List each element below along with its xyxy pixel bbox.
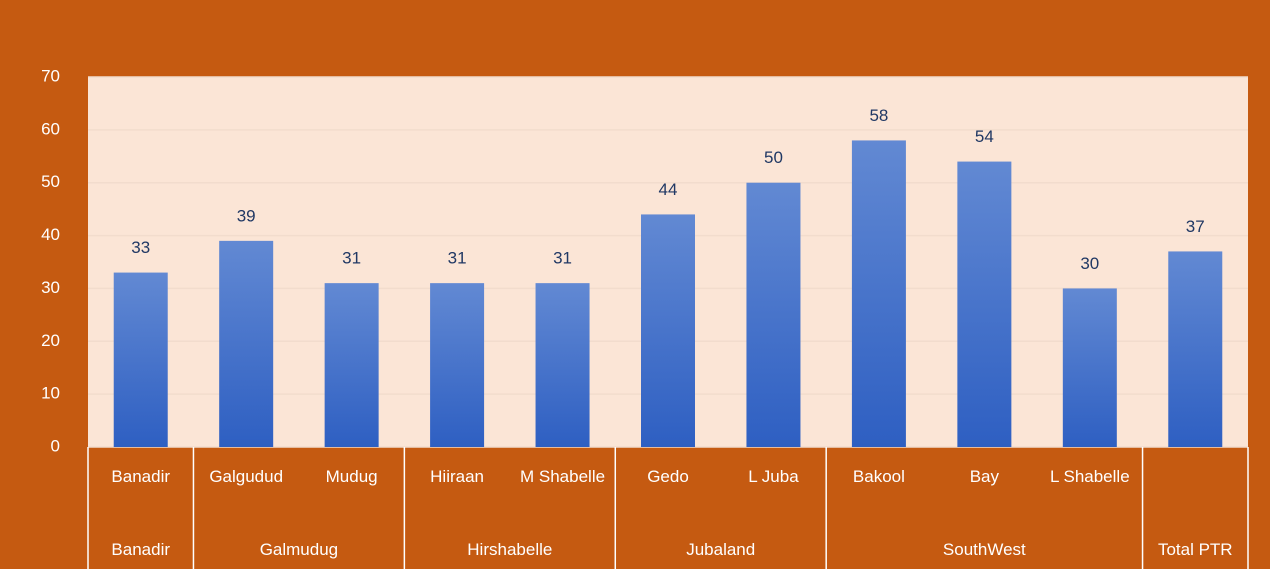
x-tick-label: Mudug [325,467,378,486]
y-tick-label: 30 [41,278,60,297]
data-label: 31 [448,249,467,268]
bar [535,283,590,447]
y-tick-label: 10 [41,384,60,403]
data-label: 50 [764,148,783,167]
group-label: Banadir [111,540,171,559]
data-label: 37 [1186,217,1205,236]
y-tick-label: 60 [41,119,60,138]
x-tick-label: Hiiraan [430,467,485,486]
y-tick-label: 70 [41,66,60,85]
x-tick-label: Bakool [852,467,905,486]
y-tick-label: 20 [41,331,60,350]
bar [430,283,485,447]
x-tick-label: L Juba [748,467,799,486]
bar [1168,251,1223,447]
y-tick-label: 0 [51,436,60,455]
x-tick-label: Bay [969,467,999,486]
data-label: 39 [237,206,256,225]
data-label: 58 [869,106,888,125]
group-label: Total PTR [1157,540,1233,559]
group-label: Hirshabelle [467,540,553,559]
bar [851,140,906,447]
bar [641,214,695,447]
x-tick-label: M Shabelle [520,467,606,486]
bar [113,272,168,447]
data-label: 30 [1080,254,1099,273]
y-tick-label: 40 [41,225,60,244]
group-label: SouthWest [942,540,1026,559]
y-tick-label: 50 [41,172,60,191]
x-tick-label: Galgudud [209,467,284,486]
bar [957,161,1012,448]
data-label: 33 [131,238,150,257]
x-tick-label: L Shabelle [1049,467,1130,486]
data-label: 31 [553,249,572,268]
group-label: Galmudug [259,540,339,559]
data-label: 44 [659,180,678,199]
group-label: Jubaland [686,540,756,559]
bar [324,283,379,447]
bar [1062,288,1117,447]
data-label: 54 [975,127,994,146]
bar [746,182,801,447]
bar [219,240,274,447]
x-tick-label: Banadir [111,467,171,486]
x-tick-label: Gedo [647,467,689,486]
data-label: 31 [342,249,361,268]
